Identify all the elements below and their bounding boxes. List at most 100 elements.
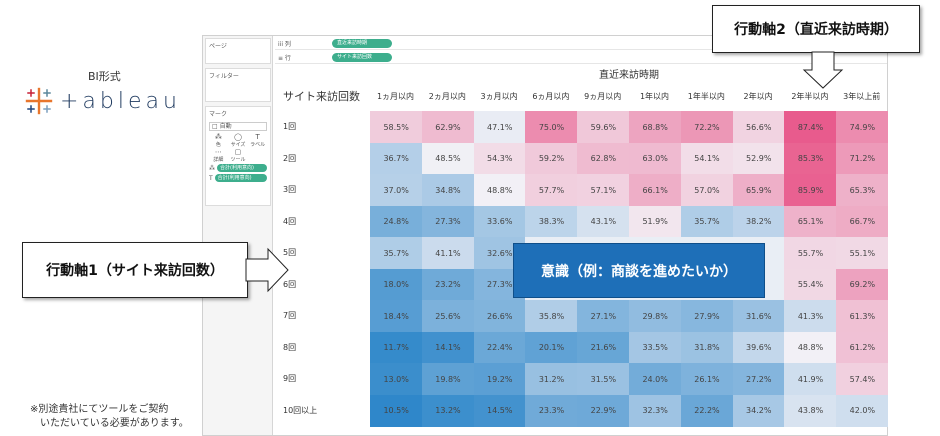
heatmap-cell[interactable]: 29.8% bbox=[629, 300, 682, 332]
row-label[interactable]: 8回 bbox=[283, 342, 297, 352]
heatmap-cell[interactable]: 31.6% bbox=[732, 300, 785, 332]
heatmap-cell[interactable]: 75.0% bbox=[525, 111, 578, 143]
heatmap-cell[interactable]: 47.1% bbox=[473, 111, 526, 143]
rows-shelf[interactable]: ≡ 行 サイト来訪回数 bbox=[275, 52, 887, 64]
heatmap-cell[interactable]: 54.1% bbox=[680, 142, 734, 175]
row-label[interactable]: 5回 bbox=[283, 248, 297, 257]
heatmap-cell[interactable]: 19.8% bbox=[421, 363, 475, 395]
heatmap-cell[interactable]: 57.7% bbox=[525, 174, 578, 206]
marks-button-3[interactable]: ⋯ 詳細 bbox=[209, 148, 228, 163]
heatmap-cell[interactable]: 59.6% bbox=[577, 111, 630, 143]
heatmap-cell[interactable]: 55.7% bbox=[784, 237, 837, 269]
heatmap-cell[interactable]: 23.3% bbox=[525, 394, 578, 427]
heatmap-cell[interactable]: 48.5% bbox=[421, 142, 475, 175]
row-label[interactable]: 9回 bbox=[283, 374, 297, 383]
heatmap-cell[interactable]: 34.8% bbox=[421, 174, 475, 206]
row-label[interactable]: 10回以上 bbox=[283, 405, 318, 415]
heatmap-cell[interactable]: 31.2% bbox=[525, 363, 578, 395]
row-label[interactable]: 2回 bbox=[283, 153, 297, 163]
heatmap-cell[interactable]: 24.0% bbox=[629, 363, 682, 395]
heatmap-cell[interactable]: 10.5% bbox=[370, 394, 423, 427]
heatmap-cell[interactable]: 71.2% bbox=[836, 142, 889, 175]
heatmap-cell[interactable]: 27.9% bbox=[680, 300, 734, 332]
heatmap-cell[interactable]: 41.9% bbox=[784, 363, 837, 395]
heatmap-cell[interactable]: 65.1% bbox=[784, 205, 837, 238]
marks-pill-color[interactable]: 合計(利用意向) bbox=[217, 164, 267, 172]
heatmap-cell[interactable]: 27.2% bbox=[732, 363, 785, 395]
heatmap-cell[interactable]: 51.9% bbox=[629, 205, 682, 238]
column-header[interactable]: 2ヵ月以内 bbox=[428, 92, 466, 101]
heatmap-cell[interactable]: 41.1% bbox=[421, 237, 475, 269]
heatmap-cell[interactable]: 55.1% bbox=[836, 237, 889, 269]
heatmap-cell[interactable]: 33.6% bbox=[473, 205, 526, 238]
heatmap-cell[interactable]: 26.1% bbox=[680, 363, 734, 395]
column-header[interactable]: 3ヵ月以内 bbox=[480, 92, 518, 101]
marks-type-select[interactable]: □ 自動 bbox=[209, 122, 267, 131]
marks-button-0[interactable]: ⁂ 色 bbox=[209, 133, 228, 148]
heatmap-cell[interactable]: 41.3% bbox=[784, 300, 837, 332]
columns-pill[interactable]: 直近来訪時期 bbox=[332, 39, 392, 48]
marks-pill-label[interactable]: 合計(利用意向) bbox=[214, 174, 267, 182]
heatmap-cell[interactable]: 43.1% bbox=[577, 205, 630, 238]
heatmap-cell[interactable]: 31.5% bbox=[577, 363, 630, 395]
heatmap-cell[interactable]: 18.4% bbox=[370, 300, 423, 332]
heatmap-cell[interactable]: 38.2% bbox=[732, 205, 785, 238]
column-header[interactable]: 9ヵ月以内 bbox=[584, 92, 622, 101]
heatmap-cell[interactable]: 13.0% bbox=[370, 363, 423, 395]
heatmap-cell[interactable]: 57.4% bbox=[836, 363, 889, 395]
heatmap-cell[interactable]: 66.7% bbox=[836, 205, 889, 238]
heatmap-cell[interactable]: 74.9% bbox=[836, 111, 889, 143]
column-header[interactable]: 1年以内 bbox=[639, 92, 670, 101]
heatmap-cell[interactable]: 33.5% bbox=[629, 331, 682, 364]
heatmap-cell[interactable]: 27.3% bbox=[421, 205, 475, 238]
heatmap-cell[interactable]: 55.4% bbox=[784, 268, 837, 301]
heatmap-cell[interactable]: 69.2% bbox=[836, 268, 889, 301]
heatmap-cell[interactable]: 58.5% bbox=[370, 111, 423, 143]
heatmap-cell[interactable]: 57.1% bbox=[577, 174, 630, 206]
marks-pill-row-1[interactable]: ⁂ 合計(利用意向) bbox=[209, 164, 267, 172]
heatmap-cell[interactable]: 35.8% bbox=[525, 300, 578, 332]
heatmap-cell[interactable]: 24.8% bbox=[370, 205, 423, 238]
row-label[interactable]: 7回 bbox=[283, 311, 297, 320]
marks-button-4[interactable]: ▢ツールヒ bbox=[229, 148, 248, 170]
heatmap-cell[interactable]: 25.6% bbox=[421, 300, 475, 332]
heatmap-cell[interactable]: 18.0% bbox=[370, 268, 423, 301]
row-label[interactable]: 6回 bbox=[283, 279, 297, 289]
heatmap-cell[interactable]: 27.1% bbox=[577, 300, 630, 332]
heatmap-cell[interactable]: 31.8% bbox=[680, 331, 734, 364]
heatmap-cell[interactable]: 61.3% bbox=[836, 300, 889, 332]
row-label[interactable]: 4回 bbox=[283, 216, 297, 226]
column-header[interactable]: 6ヵ月以内 bbox=[532, 92, 570, 101]
heatmap-cell[interactable]: 11.7% bbox=[370, 331, 423, 364]
rows-pill[interactable]: サイト来訪回数 bbox=[332, 53, 392, 62]
marks-button-2[interactable]: T ラベル bbox=[248, 133, 267, 148]
heatmap-cell[interactable]: 56.6% bbox=[732, 111, 785, 143]
heatmap-cell[interactable]: 32.3% bbox=[629, 394, 682, 427]
heatmap-cell[interactable]: 59.2% bbox=[525, 142, 578, 175]
heatmap-cell[interactable]: 87.4% bbox=[784, 111, 837, 143]
pages-card[interactable]: ページ bbox=[205, 38, 271, 64]
heatmap-cell[interactable]: 63.0% bbox=[629, 142, 682, 175]
heatmap-cell[interactable]: 22.9% bbox=[577, 394, 630, 427]
heatmap-cell[interactable]: 39.6% bbox=[732, 331, 785, 364]
heatmap-cell[interactable]: 72.2% bbox=[680, 111, 734, 143]
heatmap-cell[interactable]: 23.2% bbox=[421, 268, 475, 301]
heatmap-cell[interactable]: 57.0% bbox=[680, 174, 734, 206]
heatmap-cell[interactable]: 48.8% bbox=[784, 331, 837, 364]
heatmap-cell[interactable]: 68.8% bbox=[629, 111, 682, 143]
heatmap-cell[interactable]: 20.1% bbox=[525, 331, 578, 364]
row-label[interactable]: 3回 bbox=[283, 185, 297, 194]
heatmap-cell[interactable]: 42.0% bbox=[836, 394, 889, 427]
heatmap-cell[interactable]: 34.2% bbox=[732, 394, 785, 427]
heatmap-cell[interactable]: 61.2% bbox=[836, 331, 889, 364]
heatmap-cell[interactable]: 38.3% bbox=[525, 205, 578, 238]
heatmap-cell[interactable]: 85.9% bbox=[784, 174, 837, 206]
heatmap-cell[interactable]: 62.9% bbox=[421, 111, 475, 143]
column-header[interactable]: 2年以内 bbox=[743, 92, 773, 101]
heatmap-cell[interactable]: 43.8% bbox=[784, 394, 837, 427]
heatmap-cell[interactable]: 22.2% bbox=[680, 394, 734, 427]
heatmap-cell[interactable]: 66.1% bbox=[629, 174, 682, 206]
heatmap-cell[interactable]: 85.3% bbox=[784, 142, 837, 175]
column-header[interactable]: 2年半以内 bbox=[791, 92, 829, 101]
heatmap-cell[interactable]: 48.8% bbox=[473, 174, 526, 206]
